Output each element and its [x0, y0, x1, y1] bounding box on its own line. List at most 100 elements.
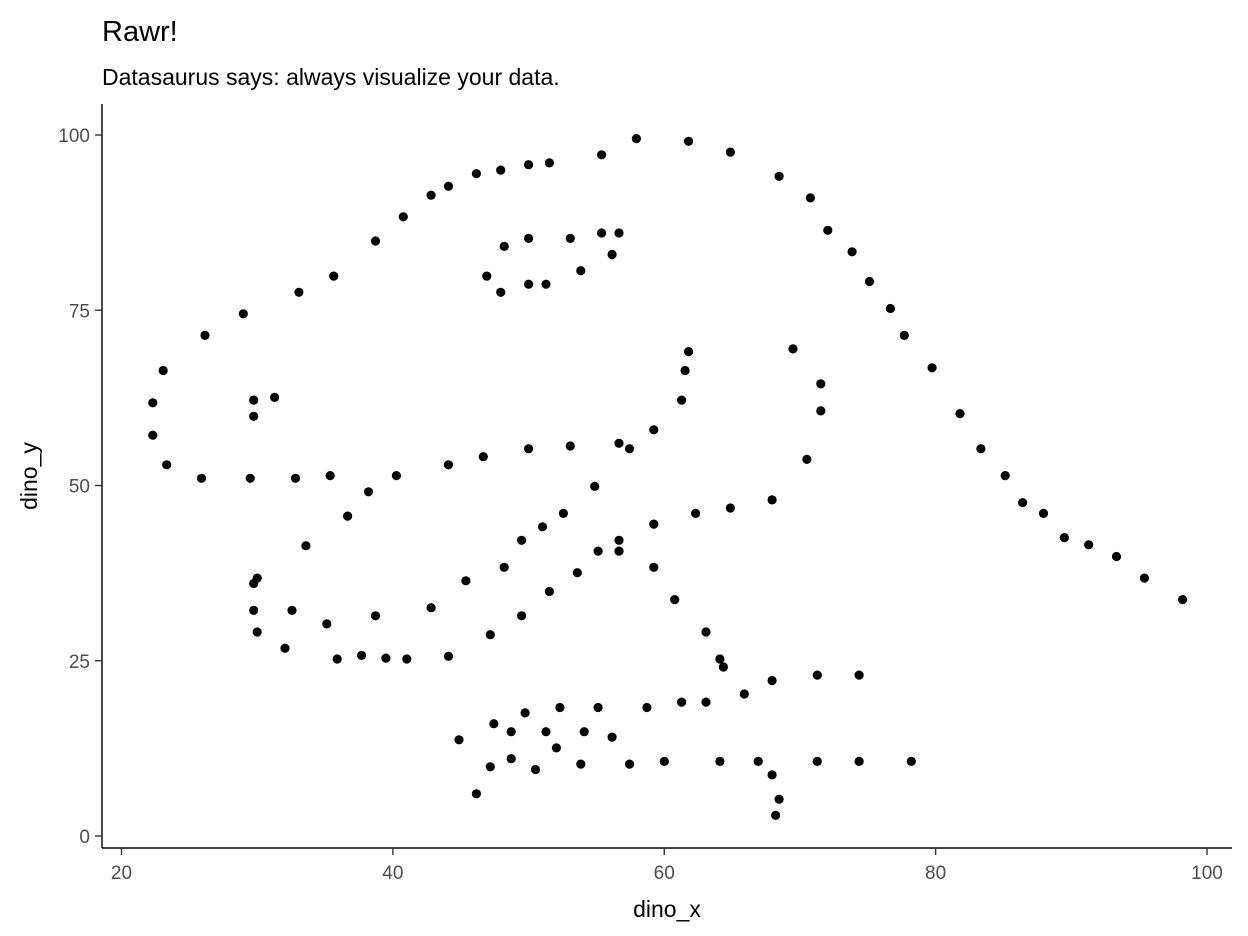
data-point — [1059, 533, 1069, 543]
data-point — [506, 754, 516, 764]
data-point — [402, 654, 412, 664]
data-point — [955, 409, 965, 419]
data-point — [1000, 471, 1010, 481]
data-point — [343, 511, 353, 521]
data-point — [551, 743, 562, 753]
data-point — [381, 653, 391, 663]
data-point — [287, 605, 297, 616]
data-point — [148, 430, 158, 440]
data-point — [290, 473, 301, 483]
data-point — [517, 611, 527, 621]
data-point — [715, 654, 725, 664]
data-point — [541, 727, 551, 737]
y-axis-title: dino_y — [16, 442, 42, 510]
data-point — [1139, 573, 1149, 583]
data-point — [788, 344, 798, 354]
data-point — [565, 233, 575, 243]
data-point — [322, 619, 332, 629]
data-point — [270, 392, 280, 402]
data-point — [196, 473, 207, 483]
data-point — [597, 150, 607, 160]
data-point — [812, 670, 822, 680]
data-point — [245, 473, 255, 483]
x-tick-label: 100 — [1191, 863, 1223, 884]
data-point — [642, 702, 652, 713]
data-point — [524, 233, 534, 243]
data-point — [725, 503, 736, 513]
data-point — [572, 568, 582, 578]
data-point — [489, 719, 499, 729]
data-point — [854, 670, 864, 680]
data-point — [576, 759, 586, 769]
data-point — [496, 165, 506, 175]
data-point — [579, 727, 589, 737]
data-point — [614, 228, 624, 238]
points-layer — [148, 134, 1188, 820]
y-tick-label: 25 — [69, 652, 90, 673]
data-point — [520, 708, 530, 718]
data-point — [565, 441, 575, 451]
data-point — [426, 190, 436, 200]
data-point — [593, 546, 603, 556]
data-point — [684, 136, 694, 146]
axes-layer — [101, 104, 1232, 849]
data-point — [162, 460, 172, 470]
data-point — [426, 603, 436, 613]
data-point — [631, 134, 642, 144]
data-point — [812, 756, 822, 767]
data-point — [906, 756, 916, 767]
data-point — [816, 406, 826, 416]
data-point — [718, 662, 729, 672]
data-point — [659, 756, 669, 767]
data-point — [499, 562, 509, 572]
data-point — [443, 460, 454, 470]
x-axis-title: dino_x — [633, 896, 701, 922]
data-point — [816, 379, 826, 389]
data-point — [249, 411, 259, 421]
chart-title: Rawr! — [102, 16, 178, 48]
data-point — [649, 562, 659, 572]
x-tick-label: 40 — [382, 863, 403, 884]
data-point — [597, 228, 607, 238]
data-point — [530, 764, 541, 775]
data-point — [684, 347, 694, 357]
data-point — [670, 595, 680, 605]
data-point — [1111, 551, 1122, 562]
data-point — [482, 271, 492, 281]
data-point — [649, 425, 659, 435]
data-point — [471, 789, 481, 799]
data-point — [725, 147, 736, 157]
data-point — [739, 689, 749, 699]
data-point — [715, 756, 725, 767]
data-point — [624, 759, 635, 769]
data-point — [614, 535, 624, 545]
data-point — [524, 160, 534, 170]
data-point — [249, 605, 259, 616]
data-point — [607, 732, 617, 742]
data-point — [614, 438, 624, 448]
data-point — [771, 810, 781, 820]
data-point — [363, 487, 374, 497]
data-point — [357, 650, 367, 661]
data-point — [854, 756, 864, 767]
data-point — [614, 546, 624, 556]
data-point — [544, 158, 555, 168]
data-point — [607, 249, 617, 260]
data-point — [774, 171, 784, 181]
data-point — [301, 541, 311, 551]
data-point — [767, 675, 777, 686]
data-point — [391, 471, 401, 481]
data-point — [774, 794, 784, 804]
data-point — [555, 702, 565, 713]
data-point — [823, 225, 833, 235]
data-point — [471, 169, 481, 179]
data-point — [329, 271, 339, 281]
y-tick-label: 0 — [79, 827, 90, 848]
x-tick-label: 60 — [654, 863, 675, 884]
data-point — [332, 654, 342, 664]
data-point — [158, 365, 168, 376]
data-point — [864, 276, 875, 287]
data-point — [767, 495, 777, 505]
data-point — [280, 643, 290, 653]
